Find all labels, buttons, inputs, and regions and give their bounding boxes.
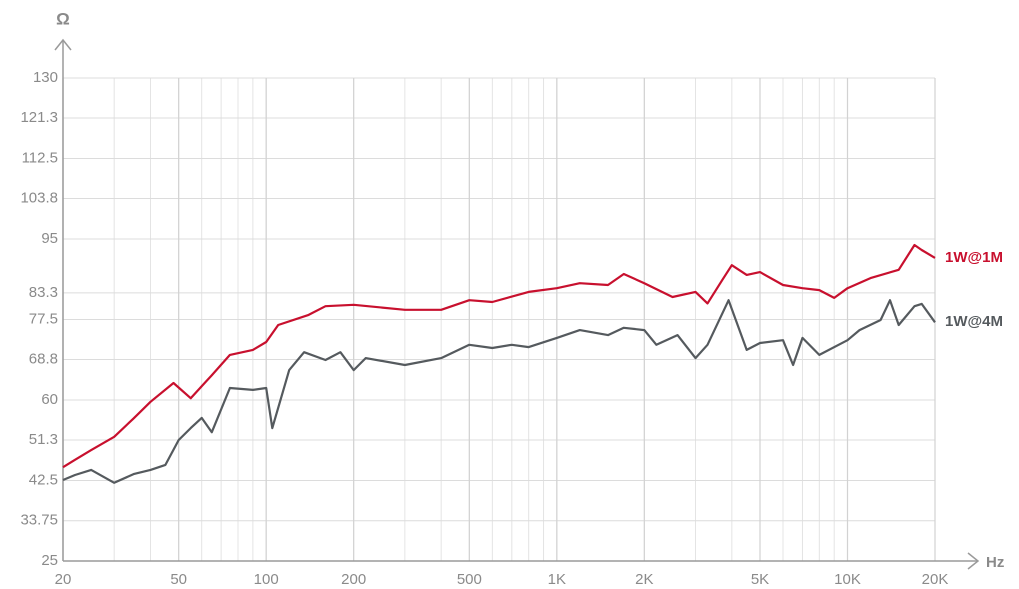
y-tick-label: 83.3 (29, 284, 58, 301)
y-axis-label: Ω (56, 9, 70, 28)
y-arrow (54, 38, 72, 51)
x-axis-label: Hz (986, 554, 1004, 571)
x-tick-label: 1K (548, 571, 566, 588)
y-tick-label: 68.8 (29, 350, 58, 367)
y-tick-label: 103.8 (20, 189, 58, 206)
x-tick-label: 500 (457, 571, 482, 588)
y-tick-label: 121.3 (20, 109, 58, 126)
x-tick-label: 20K (922, 571, 949, 588)
y-tick-label: 77.5 (29, 310, 58, 327)
x-tick-label: 10K (834, 571, 861, 588)
y-tick-label: 112.5 (22, 149, 58, 166)
y-tick-label: 95 (41, 230, 58, 247)
x-tick-label: 50 (170, 571, 187, 588)
x-tick-label: 100 (254, 571, 279, 588)
y-tick-label: 51.3 (29, 431, 58, 448)
legend-label: 1W@1M (945, 249, 1003, 266)
legend-label: 1W@4M (945, 313, 1003, 330)
axes (54, 38, 980, 570)
x-arrow (967, 552, 980, 570)
y-tick-label: 42.5 (29, 471, 58, 488)
y-tick-label: 60 (41, 391, 58, 408)
x-tick-label: 5K (751, 571, 769, 588)
x-tick-label: 200 (341, 571, 366, 588)
y-tick-label: 130 (33, 69, 58, 86)
grid (62, 77, 936, 562)
x-tick-label: 2K (635, 571, 653, 588)
series-line (62, 299, 936, 484)
y-tick-label: 25 (41, 552, 58, 569)
x-tick-label: 20 (55, 571, 72, 588)
series-line (62, 243, 936, 469)
y-tick-label: 33.75 (20, 512, 58, 529)
